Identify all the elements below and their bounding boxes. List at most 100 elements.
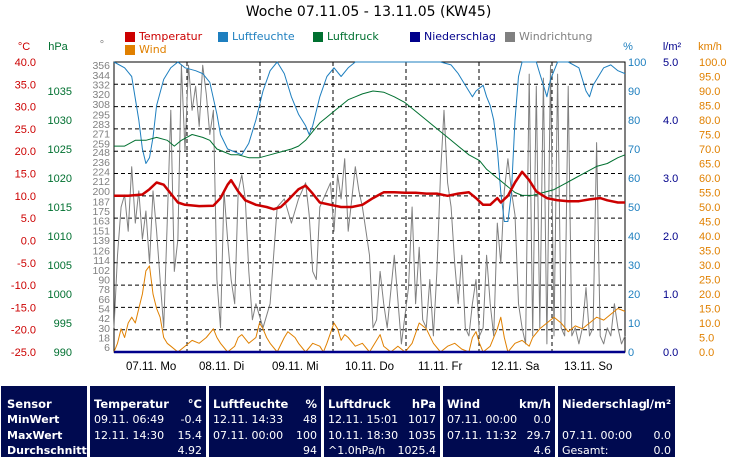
series-luftdruck (114, 90, 626, 196)
dir-tick-label: 283 (92, 119, 110, 131)
rain-unit-label: l/m² (663, 41, 682, 53)
legend-label: Niederschlag (424, 30, 496, 43)
temp-avg-value: 4.92 (177, 444, 203, 457)
temp-tick-label: 30.0 (15, 102, 36, 114)
wind-min-time: 07.11. 00:00 (447, 413, 518, 426)
hum-min-time: 12.11. 14:33 (213, 413, 284, 426)
legend-item-wind: Wind (125, 43, 167, 56)
wind-max-time: 07.11. 11:32 (447, 429, 518, 442)
dir-tick-label: 224 (92, 167, 110, 179)
temp-unit-label: °C (18, 41, 30, 53)
temp-tick-label: 40.0 (15, 57, 36, 69)
temp-unit: °C (187, 397, 202, 411)
temp-tick-label: -25.0 (11, 347, 36, 359)
legend-swatch (505, 31, 515, 42)
hum-header: Luftfeuchte (213, 397, 289, 411)
hum-tick-label: 70 (628, 144, 640, 156)
dir-tick-label: 332 (92, 80, 110, 92)
temp-max-value: 15.4 (177, 429, 203, 442)
temp-header: Temperatur (94, 397, 169, 411)
press-min-value: 1017 (408, 413, 436, 426)
rain-max-value: 0.0 (653, 429, 672, 442)
statistics-table: Sensor MinWert MaxWert Durchschnitt Temp… (0, 384, 737, 457)
day-label: 12.11. Sa (491, 361, 540, 373)
legend-swatch (125, 44, 135, 55)
series-windrichtung (113, 64, 626, 345)
wind-min-value: 0.0 (533, 413, 552, 426)
wind-unit: km/h (518, 397, 551, 411)
dir-tick-label: 6 (104, 342, 110, 354)
dir-tick-label: 18 (98, 333, 110, 345)
dir-tick-label: 200 (92, 186, 110, 198)
label-sensor: Sensor (7, 397, 52, 411)
rain-total-value: 0.0 (653, 444, 672, 457)
temp-tick-label: 20.0 (15, 146, 36, 158)
hum-tick-label: 60 (628, 173, 640, 185)
press-tick-label: 1010 (48, 231, 72, 243)
dir-tick-label: 114 (93, 255, 110, 267)
press-max-time: 10.11. 18:30 (328, 429, 399, 442)
rain-tick-label: 4.0 (663, 115, 678, 127)
dir-tick-label: 259 (92, 138, 110, 150)
temp-tick-label: 25.0 (15, 124, 36, 136)
dir-tick-label: 163 (92, 216, 110, 228)
press-unit-label: hPa (48, 41, 68, 53)
hum-tick-label: 100 (628, 57, 646, 69)
wind-tick-label: 15.0 (699, 304, 720, 316)
wind-tick-label: 80.0 (699, 115, 720, 127)
row-labels-panel: Sensor MinWert MaxWert Durchschnitt (1, 386, 87, 457)
day-label: 13.11. So (564, 361, 612, 373)
rain-total-label: Gesamt: (562, 444, 609, 457)
rain-tick-label: 3.0 (663, 173, 678, 185)
temp-tick-label: 10.0 (15, 191, 36, 203)
hum-unit-label: % (623, 41, 633, 53)
temp-min-time: 09.11. 06:49 (94, 413, 165, 426)
hum-tick-label: 30 (628, 260, 640, 272)
legend-item-luftfeuchte: Luftfeuchte (218, 30, 295, 43)
day-label: 11.11. Fr (418, 361, 462, 373)
temp-tick-label: 5.0 (21, 213, 36, 225)
wind-tick-label: 65.0 (699, 159, 720, 171)
press-max-value: 1035 (408, 429, 436, 442)
press-tick-label: 1025 (48, 144, 72, 156)
wind-tick-label: 50.0 (699, 202, 720, 214)
label-maxwert: MaxWert (7, 429, 63, 442)
wind-tick-label: 20.0 (699, 289, 720, 301)
hum-tick-label: 40 (628, 231, 640, 243)
dir-tick-label: 308 (92, 99, 110, 111)
dir-tick-label: 78 (98, 284, 110, 296)
dir-tick-label: 102 (92, 265, 110, 277)
rain-header: Niederschlag (562, 397, 647, 411)
dir-tick-label: 175 (92, 206, 110, 218)
dir-unit-label: ° (100, 39, 104, 51)
wind-tick-label: 0.0 (699, 347, 714, 359)
label-minwert: MinWert (7, 413, 60, 426)
press-tick-label: 995 (54, 318, 72, 330)
wind-header: Wind (447, 397, 481, 411)
chart-title: Woche 07.11.05 - 13.11.05 (KW45) (245, 4, 492, 20)
hum-tick-label: 50 (628, 202, 640, 214)
hum-tick-label: 80 (628, 115, 640, 127)
wind-tick-label: 60.0 (699, 173, 720, 185)
dir-tick-label: 236 (92, 157, 110, 169)
dir-tick-label: 271 (92, 129, 110, 141)
legend-label: Temperatur (139, 30, 203, 43)
hum-min-value: 48 (303, 413, 317, 426)
rain-panel: Niederschlag l/m² 07.11. 00:00 0.0 Gesam… (558, 386, 675, 457)
hum-unit: % (305, 397, 317, 411)
rain-tick-label: 2.0 (663, 231, 678, 243)
wind-unit-label: km/h (698, 41, 722, 53)
press-tick-label: 990 (54, 347, 72, 359)
legend-swatch (125, 31, 135, 42)
temp-panel: Temperatur °C 09.11. 06:49 -0.4 12.11. 1… (90, 386, 206, 457)
wind-tick-label: 30.0 (699, 260, 720, 272)
dir-tick-label: 30 (98, 323, 110, 335)
dir-tick-label: 90 (98, 275, 110, 287)
wind-tick-label: 5.0 (699, 333, 714, 345)
legend-item-temperatur: Temperatur (125, 30, 202, 43)
temp-tick-label: 15.0 (15, 169, 36, 181)
dir-tick-label: 151 (92, 225, 110, 237)
series-temperatur (114, 170, 625, 211)
day-label: 07.11. Mo (126, 361, 176, 373)
day-label: 09.11. Mi (272, 361, 318, 373)
